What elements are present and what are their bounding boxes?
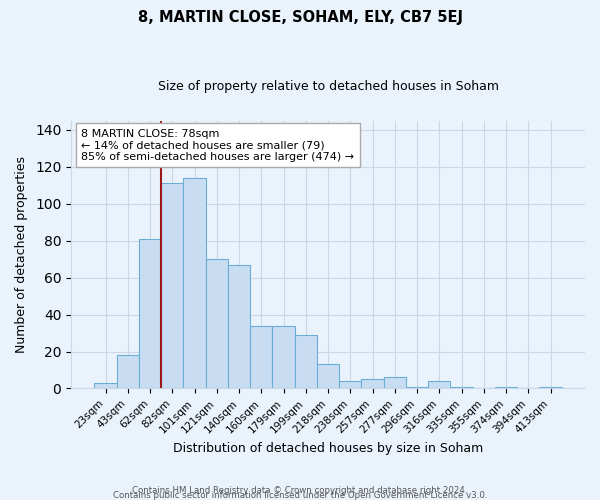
Bar xyxy=(339,381,361,388)
Text: 8 MARTIN CLOSE: 78sqm
← 14% of detached houses are smaller (79)
85% of semi-deta: 8 MARTIN CLOSE: 78sqm ← 14% of detached … xyxy=(82,128,355,162)
Bar xyxy=(94,383,116,388)
Bar xyxy=(495,386,517,388)
Text: Contains public sector information licensed under the Open Government Licence v3: Contains public sector information licen… xyxy=(113,490,487,500)
Bar xyxy=(428,381,451,388)
Title: Size of property relative to detached houses in Soham: Size of property relative to detached ho… xyxy=(158,80,499,93)
Bar xyxy=(228,264,250,388)
Bar xyxy=(361,379,383,388)
Bar xyxy=(406,386,428,388)
X-axis label: Distribution of detached houses by size in Soham: Distribution of detached houses by size … xyxy=(173,442,483,455)
Y-axis label: Number of detached properties: Number of detached properties xyxy=(15,156,28,353)
Text: Contains HM Land Registry data © Crown copyright and database right 2024.: Contains HM Land Registry data © Crown c… xyxy=(132,486,468,495)
Bar xyxy=(184,178,206,388)
Bar xyxy=(139,239,161,388)
Bar xyxy=(161,184,184,388)
Bar xyxy=(383,378,406,388)
Text: 8, MARTIN CLOSE, SOHAM, ELY, CB7 5EJ: 8, MARTIN CLOSE, SOHAM, ELY, CB7 5EJ xyxy=(137,10,463,25)
Bar xyxy=(451,386,473,388)
Bar xyxy=(539,386,562,388)
Bar xyxy=(272,326,295,388)
Bar xyxy=(116,355,139,388)
Bar xyxy=(250,326,272,388)
Bar xyxy=(317,364,339,388)
Bar xyxy=(295,335,317,388)
Bar xyxy=(206,259,228,388)
